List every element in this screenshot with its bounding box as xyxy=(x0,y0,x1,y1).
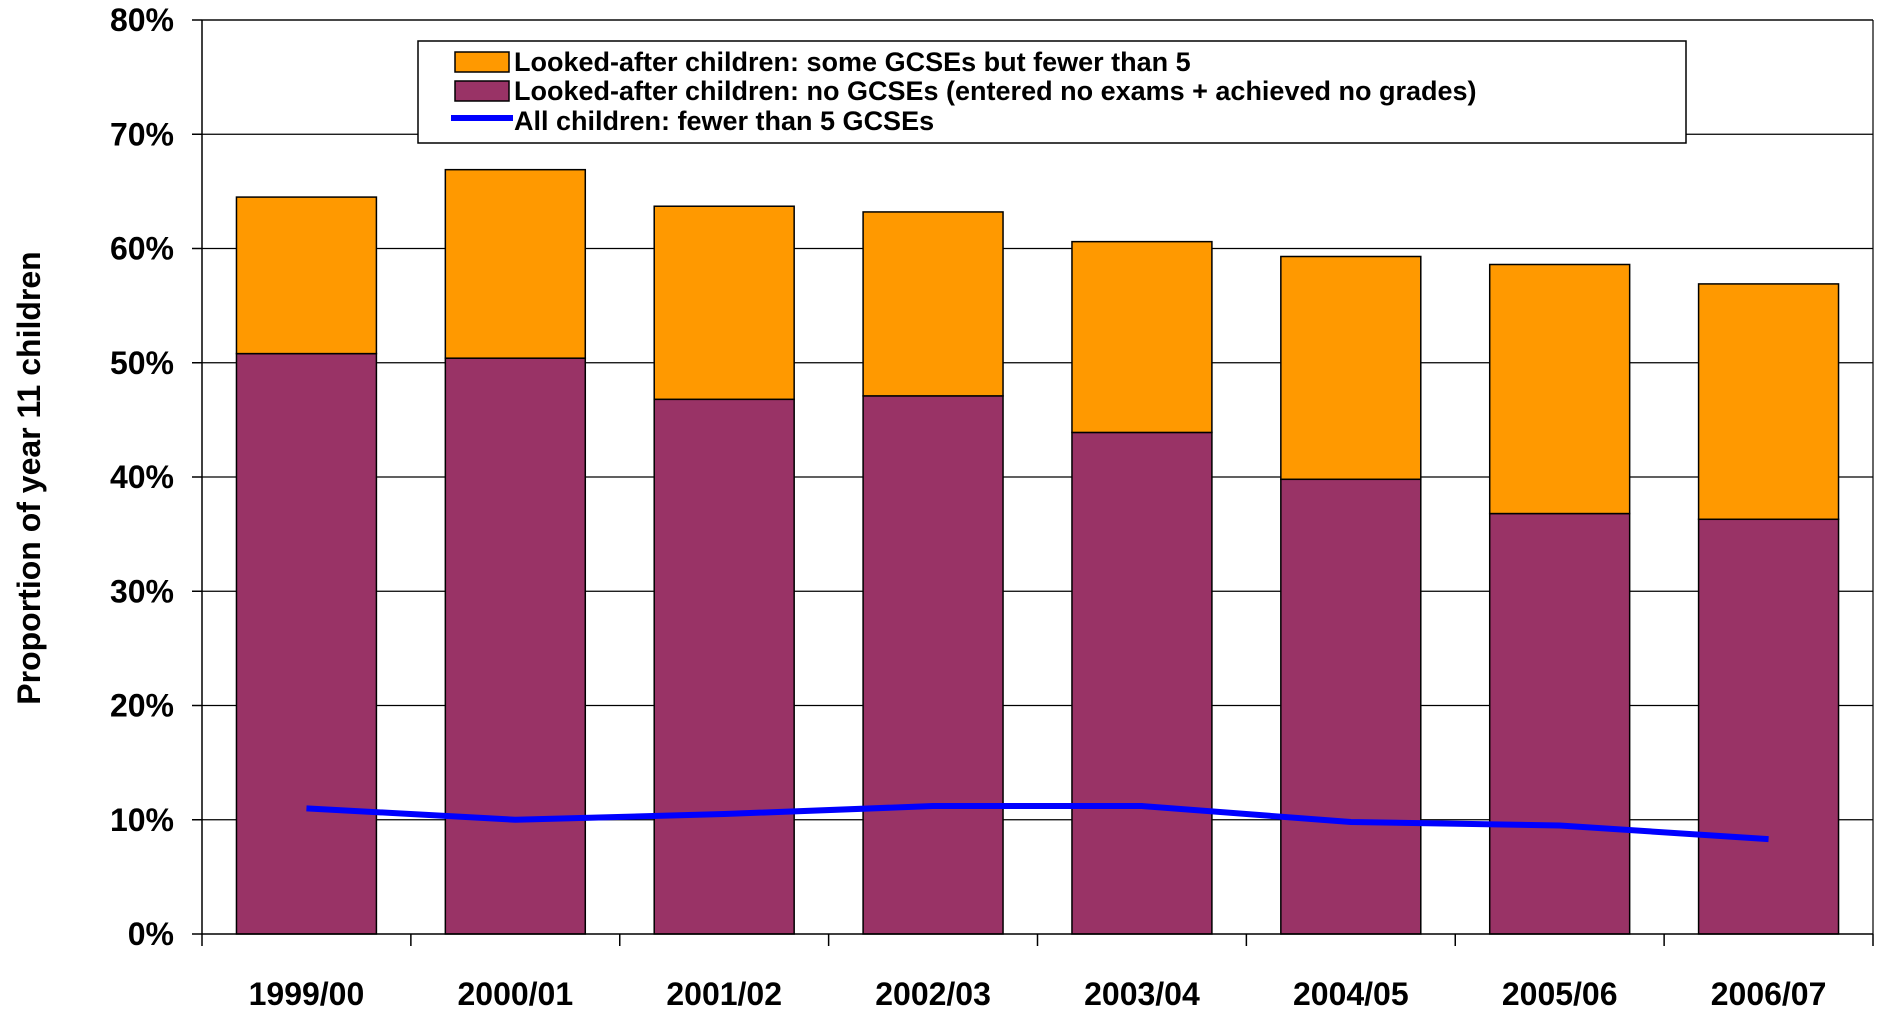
y-tick-label: 20% xyxy=(110,688,174,724)
bar-no-gcses xyxy=(235,352,378,935)
y-tick-label: 0% xyxy=(128,916,174,952)
axes: 0% 10% 20% 30% 40% 50% 60% 70% 80% 1999/00 2000/01… xyxy=(110,2,1874,1010)
bars xyxy=(235,168,1840,935)
bar-some-gcses xyxy=(1280,255,1422,481)
y-tick-label: 40% xyxy=(110,459,174,495)
legend-label-no-gcses: Looked-after children: no GCSEs (entered… xyxy=(514,76,1477,106)
y-axis-title: Proportion of year 11 children xyxy=(11,251,47,704)
bar-some-gcses xyxy=(1071,240,1213,434)
legend-swatch-some-gcses xyxy=(454,51,510,73)
bar-some-gcses xyxy=(862,211,1004,397)
bar-some-gcses xyxy=(653,205,795,401)
y-tick-label: 30% xyxy=(110,573,174,609)
bar-some-gcses xyxy=(1488,263,1631,515)
bar-no-gcses xyxy=(862,395,1004,935)
y-tick-label: 60% xyxy=(110,231,174,267)
x-tick-label: 2006/07 xyxy=(1711,976,1827,1010)
y-tick-label: 80% xyxy=(110,2,174,38)
y-tick-label: 70% xyxy=(110,116,174,152)
x-tick-label: 1999/00 xyxy=(249,976,365,1010)
x-tick-label: 2004/05 xyxy=(1293,976,1409,1010)
y-tick-label: 10% xyxy=(110,802,174,838)
bar-no-gcses xyxy=(444,357,587,935)
line-series xyxy=(306,803,1769,843)
bar-no-gcses xyxy=(1697,518,1840,935)
bar-no-gcses xyxy=(1071,431,1213,935)
x-tick-label: 2003/04 xyxy=(1084,976,1200,1010)
bar-no-gcses xyxy=(1488,512,1631,935)
x-tick-label: 2001/02 xyxy=(666,976,782,1010)
bar-some-gcses xyxy=(444,168,587,359)
y-tick-label: 50% xyxy=(110,345,174,381)
x-tick-label: 2000/01 xyxy=(457,976,573,1010)
legend-swatch-no-gcses xyxy=(454,80,510,102)
line-all-children xyxy=(306,803,1769,843)
legend-label-some-gcses: Looked-after children: some GCSEs but fe… xyxy=(514,47,1191,77)
x-tick-label: 2002/03 xyxy=(875,976,991,1010)
bar-no-gcses xyxy=(653,398,795,935)
x-tick-label: 2005/06 xyxy=(1502,976,1618,1010)
bar-some-gcses xyxy=(235,196,378,355)
legend-box xyxy=(417,40,1687,144)
legend-label-all-children: All children: fewer than 5 GCSEs xyxy=(514,106,934,136)
legend: Looked-after children: some GCSEs but fe… xyxy=(417,40,1687,144)
bar-no-gcses xyxy=(1280,478,1422,935)
bar-some-gcses xyxy=(1697,283,1840,521)
